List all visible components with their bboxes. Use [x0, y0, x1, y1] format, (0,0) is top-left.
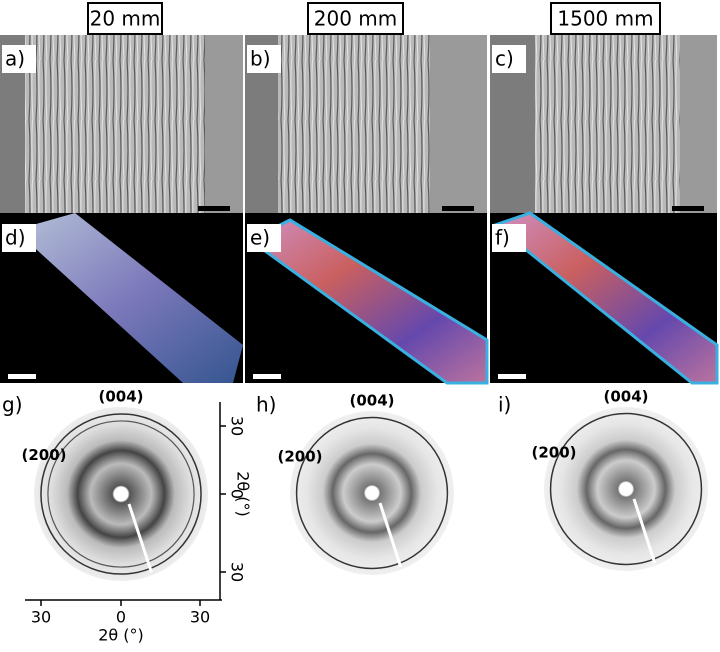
fiber-birefringence: [495, 213, 717, 383]
peak-label-200: (200): [21, 446, 66, 464]
diffraction-pattern: [34, 407, 208, 581]
sem-right-bg: [205, 35, 243, 213]
panel-label: d): [5, 226, 26, 250]
sem-right-bg: [680, 35, 717, 213]
peak-label-200: (200): [531, 443, 576, 461]
peak-label-004: (004): [349, 392, 394, 410]
peak-label-004: (004): [98, 388, 143, 406]
tick-label: 0: [228, 489, 247, 499]
axis-label: 2θ (°): [98, 626, 144, 645]
panel-label-bg: [2, 224, 36, 252]
tick-label: 30: [190, 608, 210, 627]
panel-label: i): [498, 393, 511, 417]
ring-outer: [47, 420, 195, 568]
fiber-birefringence: [250, 220, 487, 383]
peak-label-200: (200): [277, 447, 322, 465]
panel-label-bg: [2, 45, 36, 73]
fiber-birefringence: [15, 213, 243, 383]
panel-label: e): [250, 226, 270, 250]
panel-label-bg: [247, 45, 281, 73]
fiber-edge: [247, 218, 489, 385]
scale-bar: [498, 374, 526, 379]
panel-label: f): [495, 226, 510, 250]
beam-stop: [127, 503, 153, 573]
scale-bar: [442, 206, 474, 211]
sem-fiber: [25, 35, 205, 213]
panel-label: c): [495, 47, 514, 71]
fiber-edge: [491, 211, 719, 385]
tick-label: 0: [116, 608, 126, 627]
panel-label: g): [2, 393, 23, 417]
header-box: [307, 2, 404, 35]
header-box: [87, 2, 163, 35]
scale-bar: [672, 206, 704, 211]
panel-label: a): [5, 47, 25, 71]
diffraction-pattern: [290, 411, 454, 575]
diffraction-pattern: [544, 407, 708, 571]
panel-label: b): [250, 47, 271, 71]
panel-label-bg: [492, 45, 526, 73]
tick-label: 30: [31, 608, 51, 627]
ring-004: [549, 412, 703, 566]
sem-fiber: [278, 35, 430, 213]
tick-label: 30: [228, 416, 247, 436]
panel-label-bg: [247, 224, 281, 252]
header-box: [550, 2, 661, 35]
sem-fiber: [535, 35, 680, 213]
panel-label-bg: [492, 224, 526, 252]
sem-right-bg: [430, 35, 487, 213]
scale-bar: [198, 206, 230, 211]
ring-004: [295, 416, 449, 570]
beam-stop: [632, 498, 657, 564]
header-text: 1500 mm: [557, 7, 653, 31]
beam-stop: [378, 502, 403, 568]
header-text: 20 mm: [90, 7, 161, 31]
ring-004: [40, 413, 202, 575]
header-text: 200 mm: [314, 7, 398, 31]
peak-label-004: (004): [603, 388, 648, 406]
tick-label: 30: [228, 562, 247, 582]
scale-bar: [253, 374, 281, 379]
axis-label: 2θ (°): [234, 471, 253, 517]
scale-bar: [8, 374, 36, 379]
panel-label: h): [256, 393, 276, 417]
